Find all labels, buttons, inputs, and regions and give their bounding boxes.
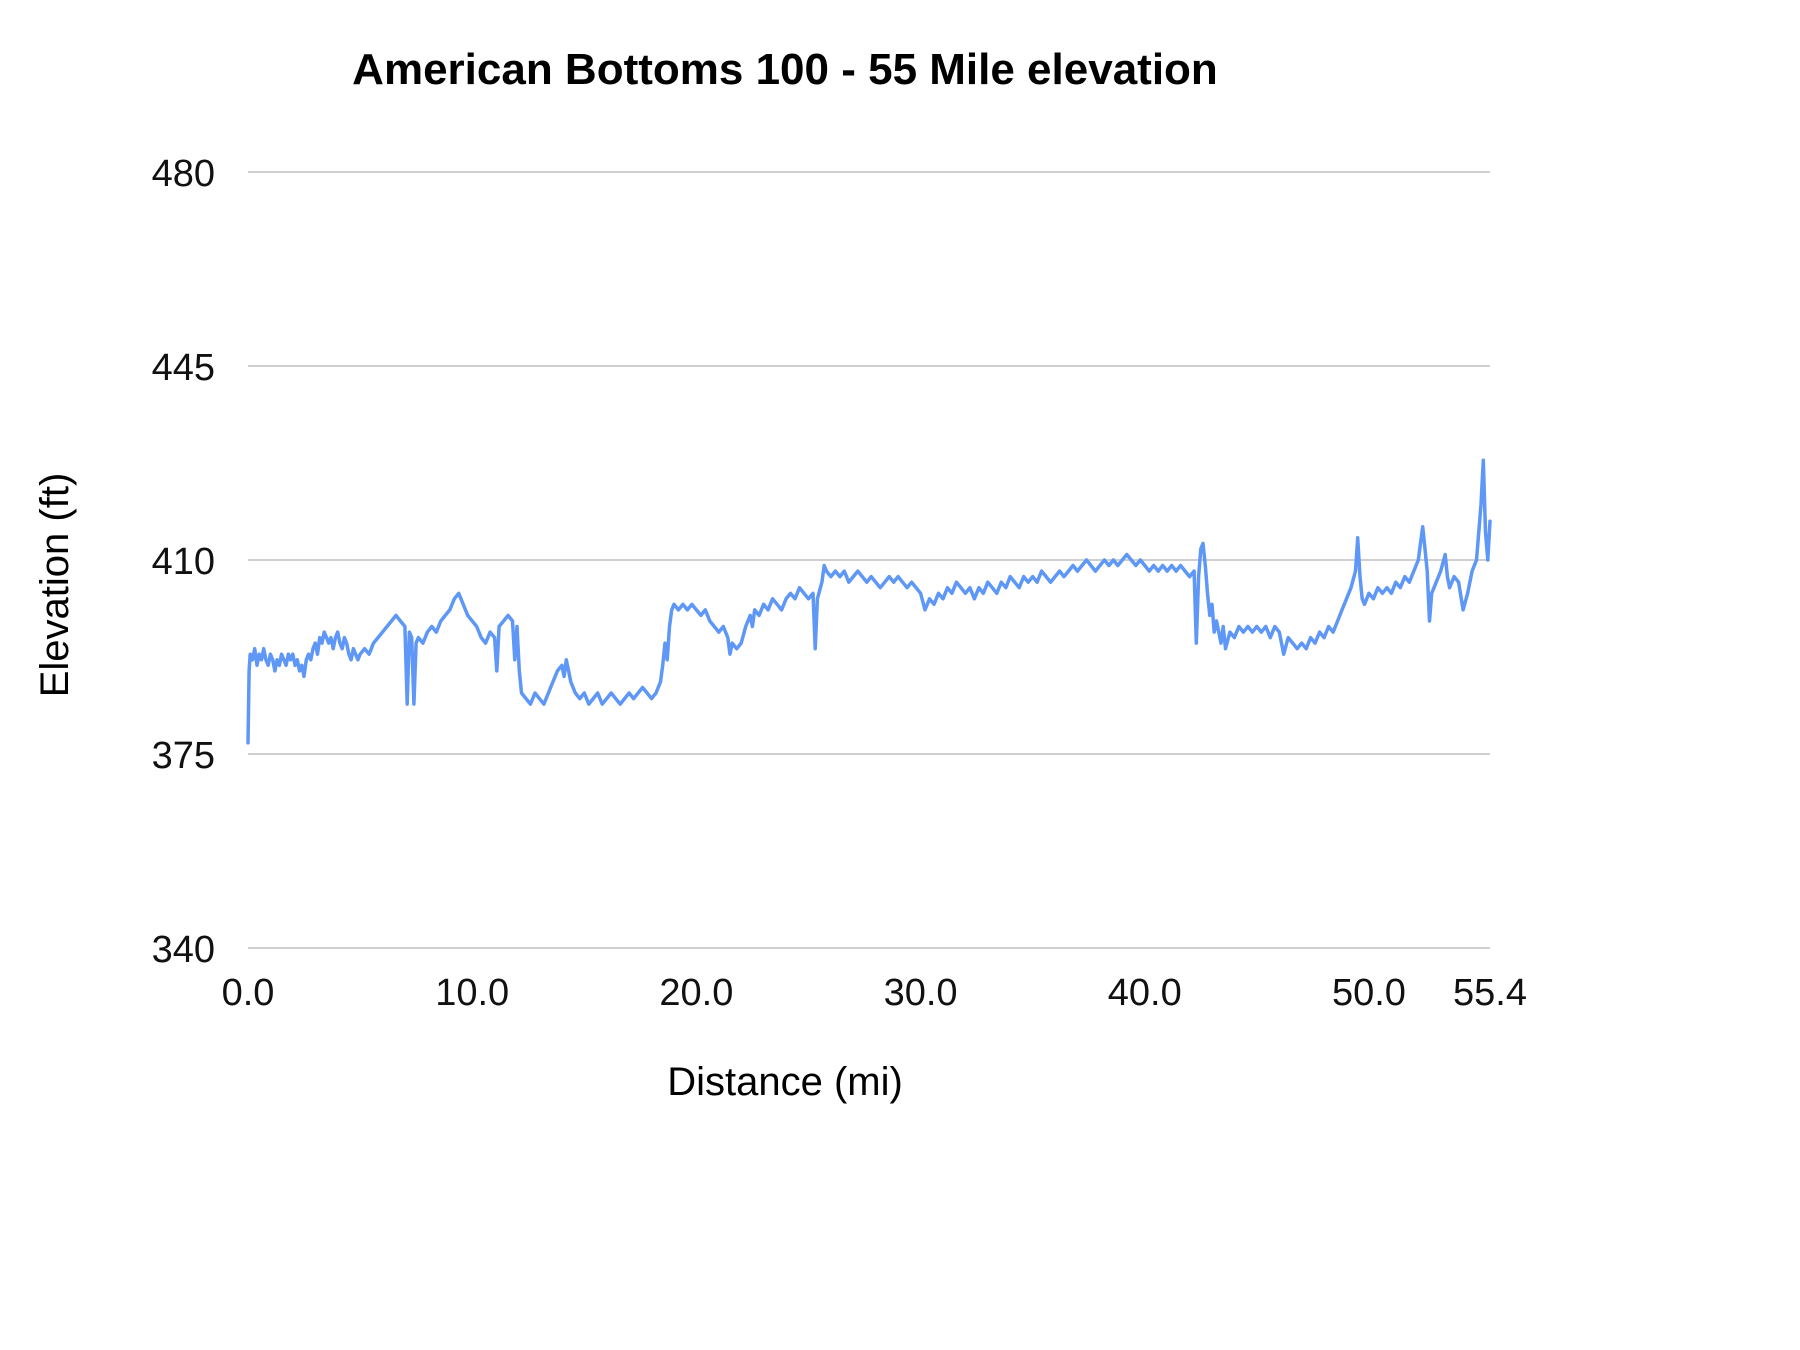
series-layer	[246, 458, 1492, 745]
x-tick-label: 10.0	[435, 972, 509, 1014]
y-tick-label: 445	[152, 347, 215, 389]
y-tick-label: 480	[152, 153, 215, 195]
x-tick-label: 30.0	[884, 972, 958, 1014]
x-tick-label: 50.0	[1332, 972, 1406, 1014]
y-tick-label: 340	[152, 929, 215, 971]
chart-title: American Bottoms 100 - 55 Mile elevation	[352, 45, 1218, 94]
x-tick-label: 20.0	[659, 972, 733, 1014]
y-axis-label: Elevation (ft)	[33, 473, 77, 698]
y-tick-label: 375	[152, 735, 215, 777]
elevation-line	[246, 458, 1492, 745]
x-tick-label: 0.0	[222, 972, 275, 1014]
grid-layer: 340 375 410 445 480 0.0 10.0 20.0 30.0 40.0 50.0 55…	[152, 153, 1527, 1014]
x-tick-label: 55.4	[1453, 972, 1527, 1014]
x-axis-label: Distance (mi)	[667, 1060, 903, 1104]
x-tick-label: 40.0	[1108, 972, 1182, 1014]
y-tick-label: 410	[152, 541, 215, 583]
